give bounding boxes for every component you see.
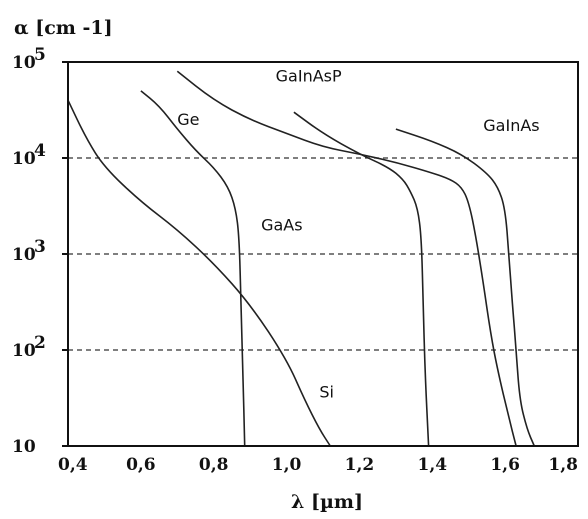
x-tick-label: 0,6 — [126, 455, 156, 475]
y-tick-label: 10 — [12, 53, 36, 73]
series-line-gainasp — [176, 70, 517, 447]
x-tick-label: 0,8 — [199, 455, 229, 475]
x-tick-labels: 0,4 0,6 0,8 1,0 1,2 1,4 1,6 1,8 — [58, 455, 578, 475]
series-line-gaas — [293, 111, 430, 447]
x-tick-label: 1,4 — [417, 455, 447, 475]
series-label-si: Si — [319, 383, 334, 402]
plot-frame — [67, 61, 579, 447]
series-label-ge: Ge — [177, 110, 199, 129]
y-tick-exponent: 4 — [34, 141, 46, 161]
series-label-gaas: GaAs — [261, 216, 302, 235]
y-tick-label: 10 — [12, 341, 36, 361]
y-tick-exponent: 5 — [34, 45, 46, 65]
y-tick-label: 10 — [12, 437, 36, 457]
y-axis-title: α [cm -1] — [14, 17, 113, 39]
x-axis-title: λ [µm] — [291, 491, 363, 513]
series-label-gainas: GaInAs — [483, 116, 539, 135]
y-tick-label: 10 — [12, 245, 36, 265]
y-tick-exponent: 3 — [34, 237, 46, 257]
series-curves — [67, 70, 536, 447]
series-line-ge — [140, 90, 246, 447]
series-line-si — [67, 99, 331, 447]
series-line-gainas — [395, 128, 536, 447]
y-tick-exponent: 2 — [34, 333, 46, 353]
x-tick-label: 1,8 — [548, 455, 578, 475]
x-tick-label: 1,2 — [345, 455, 375, 475]
series-labels: GaInAsP Ge GaInAs GaAs Si — [177, 66, 539, 401]
series-label-gainasp: GaInAsP — [276, 66, 342, 85]
x-tick-label: 0,4 — [58, 455, 88, 475]
grid-lines — [68, 157, 578, 351]
x-tick-label: 1,0 — [272, 455, 302, 475]
y-tick-label: 10 — [12, 149, 36, 169]
x-tick-label: 1,6 — [490, 455, 520, 475]
